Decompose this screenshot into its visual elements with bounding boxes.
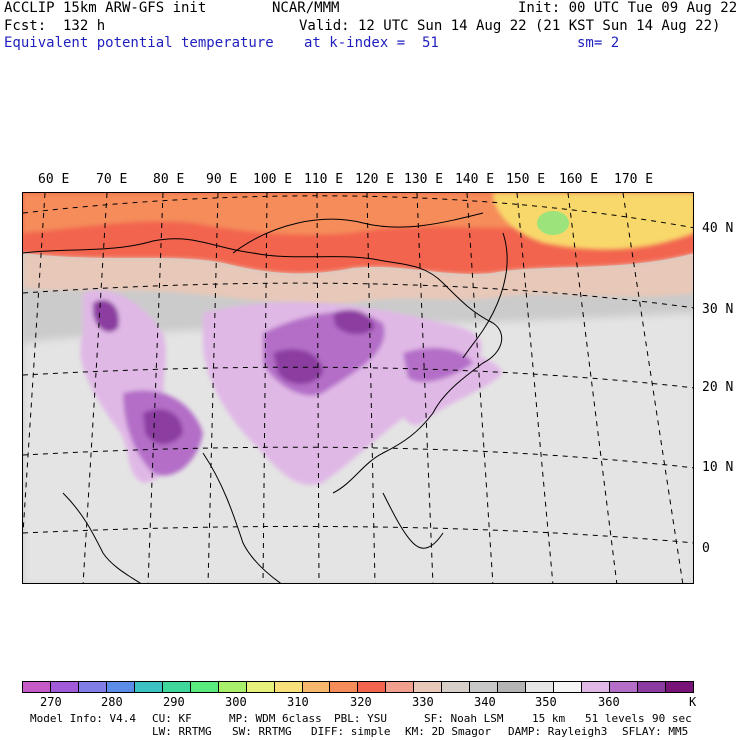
footer-resolution: 15 km [532,712,566,725]
colorbar-swatch [50,682,79,692]
colorbar-tick: 340 [474,695,496,709]
footer-pbl: PBL: YSU [334,712,387,725]
footer-levels: 51 levels [585,712,645,725]
colorbar-swatch [582,682,611,692]
colorbar-swatch [218,682,247,692]
colorbar-swatch [134,682,163,692]
colorbar-swatch [470,682,499,692]
lat-label: 40 N [702,221,734,236]
lon-label: 160 E [559,172,599,187]
colorbar-tick: 320 [350,695,372,709]
lat-label: 20 N [702,380,734,395]
lon-label: 150 E [506,172,546,187]
colorbar [22,681,694,693]
purple-field [80,290,503,485]
init-time: Init: 00 UTC Tue 09 Aug 22 [518,0,738,16]
smoothing-label: sm= 2 [577,35,620,51]
footer-cu: CU: KF [152,712,192,725]
lon-label: 100 E [253,172,293,187]
forecast-hour: Fcst: 132 h [4,18,106,34]
colorbar-swatch [190,682,219,692]
lon-label: 70 E [96,172,128,187]
footer-sw: SW: RRTMG [232,725,292,738]
colorbar-tick: 330 [412,695,434,709]
colorbar-swatch [78,682,107,692]
colorbar-swatch [386,682,415,692]
valid-time: Valid: 12 UTC Sun 14 Aug 22 (21 KST Sun … [299,18,721,34]
footer-diff: DIFF: simple [311,725,391,738]
colorbar-swatch [554,682,583,692]
colorbar-tick: 310 [287,695,309,709]
field-name: Equivalent potential temperature [4,35,274,51]
colorbar-swatch [610,682,638,692]
colorbar-swatch [23,682,51,692]
lon-label: 170 E [614,172,654,187]
colorbar-swatch [302,682,331,692]
lat-label: 30 N [702,302,734,317]
map-panel [22,192,694,584]
lon-label: 60 E [38,172,70,187]
colorbar-swatch [162,682,191,692]
colorbar-tick: 270 [40,695,62,709]
coastlines [23,212,508,583]
lon-label: 90 E [206,172,238,187]
lat-label: 0 [702,541,710,556]
lon-label: 140 E [455,172,495,187]
green-patch [537,211,569,235]
footer-sflay: SFLAY: MM5 [622,725,689,738]
footer-mp: MP: WDM 6class [229,712,322,725]
colorbar-swatch [330,682,359,692]
colorbar-swatch [498,682,527,692]
colorbar-tick: 290 [163,695,185,709]
lon-label: 130 E [404,172,444,187]
lon-label: 110 E [304,172,344,187]
organization-label: NCAR/MMM [272,0,340,16]
colorbar-swatch [274,682,303,692]
footer-km: KM: 2D Smagor [405,725,492,738]
colorbar-swatch [106,682,135,692]
lat-label: 10 N [702,460,734,475]
colorbar-swatch [637,682,666,692]
footer-sf: SF: Noah LSM [424,712,504,725]
colorbar-tick: 300 [225,695,247,709]
model-title: ACCLIP 15km ARW-GFS init [4,0,207,16]
footer-damp: DAMP: Rayleigh3 [508,725,608,738]
transition-band [23,253,693,305]
colorbar-swatch [358,682,387,692]
colorbar-tick: 350 [535,695,557,709]
colorbar-tick: 360 [598,695,620,709]
lon-label: 80 E [153,172,185,187]
graticule [23,193,693,583]
map-field [23,193,693,583]
colorbar-swatch [414,682,443,692]
colorbar-swatch [665,682,693,692]
colorbar-tick: 280 [101,695,123,709]
footer-timestep: 90 sec [652,712,692,725]
footer-lw: LW: RRTMG [152,725,212,738]
lon-label: 120 E [355,172,395,187]
colorbar-swatch [246,682,275,692]
footer-model-info: Model Info: V4.4 [30,712,136,725]
level-index: at k-index = 51 [304,35,439,51]
colorbar-swatch [442,682,471,692]
colorbar-swatch [526,682,555,692]
colorbar-unit: K [689,695,697,709]
